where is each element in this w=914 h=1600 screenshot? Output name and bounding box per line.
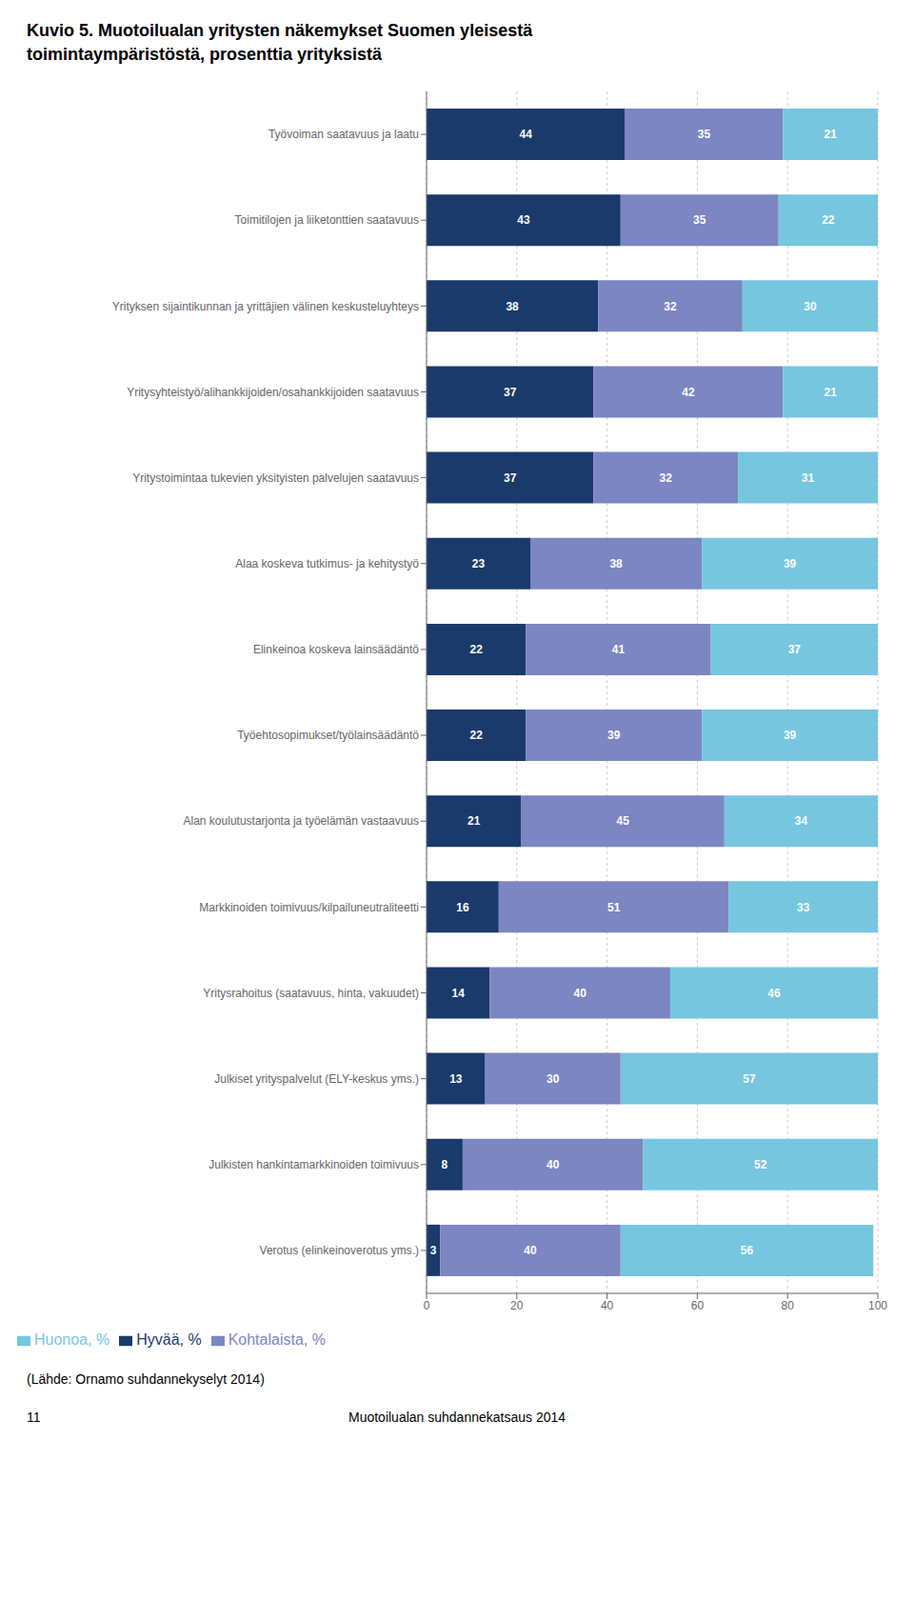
svg-text:40: 40 bbox=[523, 1244, 537, 1258]
html-text:Kuvio 5. Muotoilualan yrityste: Kuvio 5. Muotoilualan yritysten näkemyks… bbox=[26, 20, 533, 64]
svg-text:39: 39 bbox=[607, 729, 621, 743]
html-text:(Lähde: Ornamo suhdannekyselyt: (Lähde: Ornamo suhdannekyselyt 2014) bbox=[26, 1371, 265, 1387]
svg-text:Yrityksen sijaintikunnan ja yr: Yrityksen sijaintikunnan ja yrittäjien v… bbox=[112, 299, 419, 314]
svg-text:32: 32 bbox=[659, 471, 674, 485]
svg-text:37: 37 bbox=[788, 643, 802, 657]
svg-text:Markkinoiden toimivuus/kilpail: Markkinoiden toimivuus/kilpailuneutralit… bbox=[198, 900, 419, 914]
html-text:Muotoilualan suhdannekatsaus 2: Muotoilualan suhdannekatsaus 2014 bbox=[348, 1409, 566, 1425]
svg-text:3: 3 bbox=[430, 1244, 438, 1258]
svg-text:40: 40 bbox=[573, 986, 587, 1000]
svg-text:Työvoiman saatavuus ja laatu: Työvoiman saatavuus ja laatu bbox=[268, 128, 419, 142]
svg-text:Alan koulutustarjonta ja työel: Alan koulutustarjonta ja työelämän vasta… bbox=[183, 814, 419, 829]
svg-text:57: 57 bbox=[742, 1072, 756, 1086]
svg-text:56: 56 bbox=[740, 1244, 755, 1258]
svg-text:Julkiset yrityspalvelut (ELY-k: Julkiset yrityspalvelut (ELY-keskus yms.… bbox=[214, 1072, 419, 1086]
html-text:Hyvää, %: Hyvää, % bbox=[136, 1331, 202, 1348]
svg-text:Toimitilojen ja liiketonttien: Toimitilojen ja liiketonttien saatavuus bbox=[235, 214, 419, 228]
svg-text:Elinkeinoa koskeva lainsäädänt: Elinkeinoa koskeva lainsäädäntö bbox=[253, 643, 419, 657]
svg-text:40: 40 bbox=[600, 1298, 615, 1312]
svg-text:Työehtosopimukset/työlainsäädä: Työehtosopimukset/työlainsäädäntö bbox=[237, 729, 419, 743]
svg-text:22: 22 bbox=[821, 214, 835, 228]
svg-text:37: 37 bbox=[503, 385, 517, 399]
svg-text:21: 21 bbox=[824, 385, 838, 399]
svg-text:34: 34 bbox=[794, 814, 809, 829]
svg-text:43: 43 bbox=[516, 214, 531, 228]
svg-text:13: 13 bbox=[449, 1072, 463, 1086]
svg-text:Yritysyhteistyö/alihankkijoide: Yritysyhteistyö/alihankkijoiden/osahankk… bbox=[126, 385, 419, 399]
svg-text:0: 0 bbox=[423, 1298, 431, 1312]
svg-text:51: 51 bbox=[607, 900, 621, 914]
svg-text:37: 37 bbox=[503, 471, 517, 485]
svg-text:30: 30 bbox=[803, 299, 817, 314]
svg-text:Julkisten hankintamarkkinoiden: Julkisten hankintamarkkinoiden toimivuus bbox=[208, 1157, 419, 1172]
svg-text:20: 20 bbox=[510, 1298, 524, 1312]
svg-text:14: 14 bbox=[452, 986, 466, 1000]
svg-text:33: 33 bbox=[796, 900, 811, 914]
svg-text:52: 52 bbox=[754, 1157, 768, 1172]
svg-text:38: 38 bbox=[505, 299, 519, 314]
html-text:11: 11 bbox=[26, 1409, 41, 1425]
svg-text:45: 45 bbox=[616, 814, 631, 829]
svg-text:35: 35 bbox=[693, 214, 707, 228]
svg-text:40: 40 bbox=[546, 1157, 560, 1172]
svg-text:22: 22 bbox=[469, 729, 483, 743]
svg-text:60: 60 bbox=[691, 1298, 705, 1312]
svg-text:Yritystoimintaa tukevien yksit: Yritystoimintaa tukevien yksityisten pal… bbox=[132, 471, 419, 485]
svg-text:41: 41 bbox=[612, 643, 626, 657]
svg-text:38: 38 bbox=[609, 556, 623, 571]
svg-text:Verotus (elinkeinoverotus yms.: Verotus (elinkeinoverotus yms.) bbox=[259, 1244, 419, 1258]
svg-text:32: 32 bbox=[663, 299, 677, 314]
svg-text:16: 16 bbox=[456, 900, 470, 914]
svg-text:22: 22 bbox=[469, 643, 483, 657]
svg-text:39: 39 bbox=[783, 729, 797, 743]
svg-text:23: 23 bbox=[472, 556, 486, 571]
svg-text:80: 80 bbox=[781, 1298, 795, 1312]
svg-text:35: 35 bbox=[697, 128, 712, 142]
svg-text:31: 31 bbox=[801, 471, 815, 485]
svg-text:100: 100 bbox=[868, 1298, 888, 1312]
html-text:Huonoa, %: Huonoa, % bbox=[34, 1331, 110, 1348]
svg-text:42: 42 bbox=[681, 385, 696, 399]
svg-text:Alaa koskeva tutkimus- ja kehi: Alaa koskeva tutkimus- ja kehitystyö bbox=[235, 556, 419, 571]
svg-text:46: 46 bbox=[767, 986, 781, 1000]
svg-text:21: 21 bbox=[467, 814, 481, 829]
svg-text:8: 8 bbox=[441, 1157, 449, 1172]
svg-text:44: 44 bbox=[519, 128, 534, 142]
svg-text:30: 30 bbox=[546, 1072, 560, 1086]
svg-text:Yritysrahoitus (saatavuus, hin: Yritysrahoitus (saatavuus, hinta, vakuud… bbox=[202, 986, 419, 1000]
html-text:Kohtalaista, %: Kohtalaista, % bbox=[228, 1331, 326, 1348]
svg-text:21: 21 bbox=[824, 128, 838, 142]
svg-text:39: 39 bbox=[783, 556, 797, 571]
